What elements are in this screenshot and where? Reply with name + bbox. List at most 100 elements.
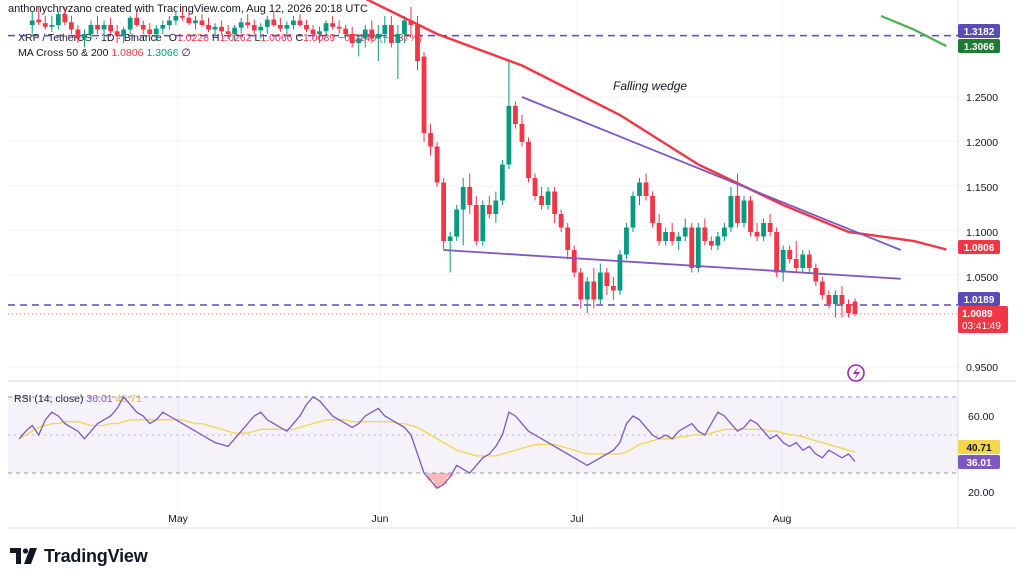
candle xyxy=(748,196,753,237)
candle xyxy=(774,227,780,277)
falling-wedge xyxy=(443,96,902,280)
candle xyxy=(264,16,270,34)
candle xyxy=(362,25,368,48)
time-tick-label: Jul xyxy=(570,513,583,525)
candle xyxy=(95,16,100,34)
candle xyxy=(610,277,616,300)
ma50-legend-value: 1.0806 xyxy=(111,47,144,59)
candle xyxy=(349,26,355,48)
candle xyxy=(160,20,166,34)
candle xyxy=(539,187,544,210)
candle xyxy=(597,263,603,304)
candle xyxy=(441,178,447,250)
candle xyxy=(199,14,205,27)
candle xyxy=(42,16,48,30)
candle xyxy=(258,23,264,39)
candles xyxy=(29,7,858,318)
candle xyxy=(62,7,68,25)
candle xyxy=(395,25,401,79)
candle xyxy=(708,236,714,250)
candle xyxy=(656,214,662,246)
candle xyxy=(166,16,172,30)
candle xyxy=(402,16,407,43)
candle xyxy=(238,17,244,34)
candle xyxy=(578,268,584,309)
price-tick-label: 0.9500 xyxy=(966,362,998,374)
candle xyxy=(761,218,766,241)
candle xyxy=(624,223,629,259)
candle xyxy=(173,11,179,25)
candle xyxy=(702,218,708,246)
ma200-line xyxy=(880,14,947,48)
candle xyxy=(284,21,290,36)
candle xyxy=(447,232,453,273)
candle xyxy=(330,16,335,30)
candle xyxy=(506,61,512,169)
candle xyxy=(108,17,113,34)
chart-credit: anthonychryzano created with TradingView… xyxy=(8,3,368,15)
tradingview-wordmark: TradingView xyxy=(44,545,148,566)
ma-suffix-icon: ∅ xyxy=(181,47,191,59)
rsi-pane[interactable] xyxy=(8,395,958,490)
candle xyxy=(689,223,695,273)
price-tick-label: 1.0500 xyxy=(966,272,998,284)
candle xyxy=(186,11,192,25)
candle xyxy=(271,11,277,27)
horizontal-levels xyxy=(8,34,958,315)
open-label: O xyxy=(168,32,177,44)
candle xyxy=(460,178,466,246)
close-label: C xyxy=(295,32,304,44)
candle xyxy=(526,137,531,183)
candle xyxy=(101,20,107,39)
price-axis[interactable]: 1.2500 1.2000 1.1500 1.1000 1.0500 0.9500 xyxy=(966,92,998,374)
time-axis[interactable]: May Jun Jul Aug xyxy=(168,513,791,525)
countdown-tag-text: 03:41:49 xyxy=(962,321,1001,332)
rsi-legend[interactable]: RSI (14, close) 36.01 40.71 xyxy=(14,393,142,405)
candle xyxy=(245,14,251,29)
rsi-oversold-fill xyxy=(433,473,441,489)
candle xyxy=(434,142,440,187)
candle xyxy=(291,16,296,30)
last-price-tag-text: 1.0089 xyxy=(962,309,993,320)
rsi-tick-label: 20.00 xyxy=(968,487,994,499)
candle xyxy=(754,223,760,241)
candle xyxy=(297,14,303,27)
candle xyxy=(722,223,727,241)
rsi-axis[interactable]: 60.00 20.00 xyxy=(968,411,994,499)
ma-label: MA Cross 50 & 200 xyxy=(18,47,109,59)
candle xyxy=(304,19,309,33)
candle xyxy=(317,26,322,43)
candle xyxy=(212,23,218,36)
ma-legend[interactable]: MA Cross 50 & 200 1.0806 1.3066 ∅ xyxy=(18,47,191,59)
candle xyxy=(741,196,747,228)
candle xyxy=(669,223,675,246)
candle xyxy=(36,7,42,25)
tradingview-brand[interactable]: TradingView xyxy=(10,544,148,568)
candle xyxy=(421,52,427,142)
rsi-tag-ma: 40.71 xyxy=(958,440,1000,454)
wedge-lower-line xyxy=(443,249,901,280)
candle xyxy=(532,173,538,201)
candle xyxy=(134,11,140,27)
candle xyxy=(833,290,838,318)
candle xyxy=(793,241,799,273)
candle xyxy=(591,268,597,309)
rsi-tag-value: 36.01 xyxy=(958,455,1000,469)
rsi-oversold-fill xyxy=(446,473,454,477)
candle xyxy=(323,20,329,36)
candle xyxy=(584,277,590,313)
lightning-icon[interactable] xyxy=(847,364,865,382)
ma50-line xyxy=(365,0,947,251)
candle xyxy=(114,25,120,43)
candle xyxy=(800,250,806,273)
candle xyxy=(454,205,460,241)
rsi-oversold-fill xyxy=(440,473,447,485)
time-tick-label: Jun xyxy=(372,513,389,525)
candle xyxy=(519,115,525,147)
rsi-label: RSI (14, close) xyxy=(14,393,84,405)
ma200-legend-value: 1.3066 xyxy=(146,47,179,59)
candle xyxy=(310,25,316,39)
candle xyxy=(558,209,564,232)
low-label: L xyxy=(254,32,261,44)
